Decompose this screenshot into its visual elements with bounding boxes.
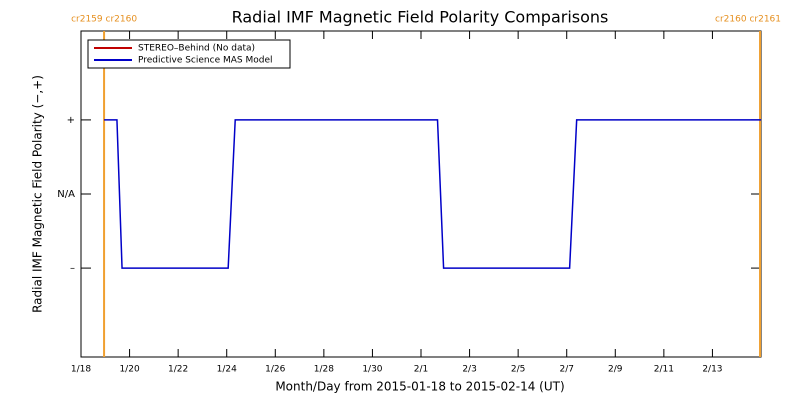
chart-title: Radial IMF Magnetic Field Polarity Compa…	[232, 8, 609, 27]
x-tick-label: 2/7	[559, 365, 573, 375]
x-tick-label: 2/1	[414, 365, 428, 375]
y-tick-label: –	[70, 263, 75, 274]
legend-label: Predictive Science MAS Model	[138, 56, 273, 66]
rotation-label: cr2160 cr2161	[715, 15, 781, 25]
x-tick-label: 1/20	[119, 365, 139, 375]
series-line	[104, 119, 761, 269]
x-tick-label: 2/11	[654, 365, 674, 375]
x-tick-label: 2/13	[702, 365, 722, 375]
x-tick-label: 1/30	[362, 365, 382, 375]
x-axis-label: Month/Day from 2015-01-18 to 2015-02-14 …	[275, 380, 564, 394]
x-tick-label: 1/22	[168, 365, 188, 375]
x-tick-label: 2/9	[608, 365, 623, 375]
x-tick-label: 1/24	[217, 365, 237, 375]
x-tick-label: 2/3	[462, 365, 476, 375]
x-tick-label: 2/5	[511, 365, 525, 375]
x-tick-label: 1/26	[265, 365, 285, 375]
x-tick-label: 1/18	[71, 365, 91, 375]
y-axis-label: Radial IMF Magnetic Field Polarity (−,+)	[31, 75, 45, 313]
x-tick-label: 1/28	[314, 365, 334, 375]
plot-frame	[80, 30, 762, 358]
y-tick-label: N/A	[57, 189, 75, 200]
rotation-label: cr2159 cr2160	[71, 15, 137, 25]
legend-box	[87, 39, 291, 69]
y-tick-label: +	[67, 115, 75, 126]
legend-label: STEREO–Behind (No data)	[138, 44, 255, 54]
